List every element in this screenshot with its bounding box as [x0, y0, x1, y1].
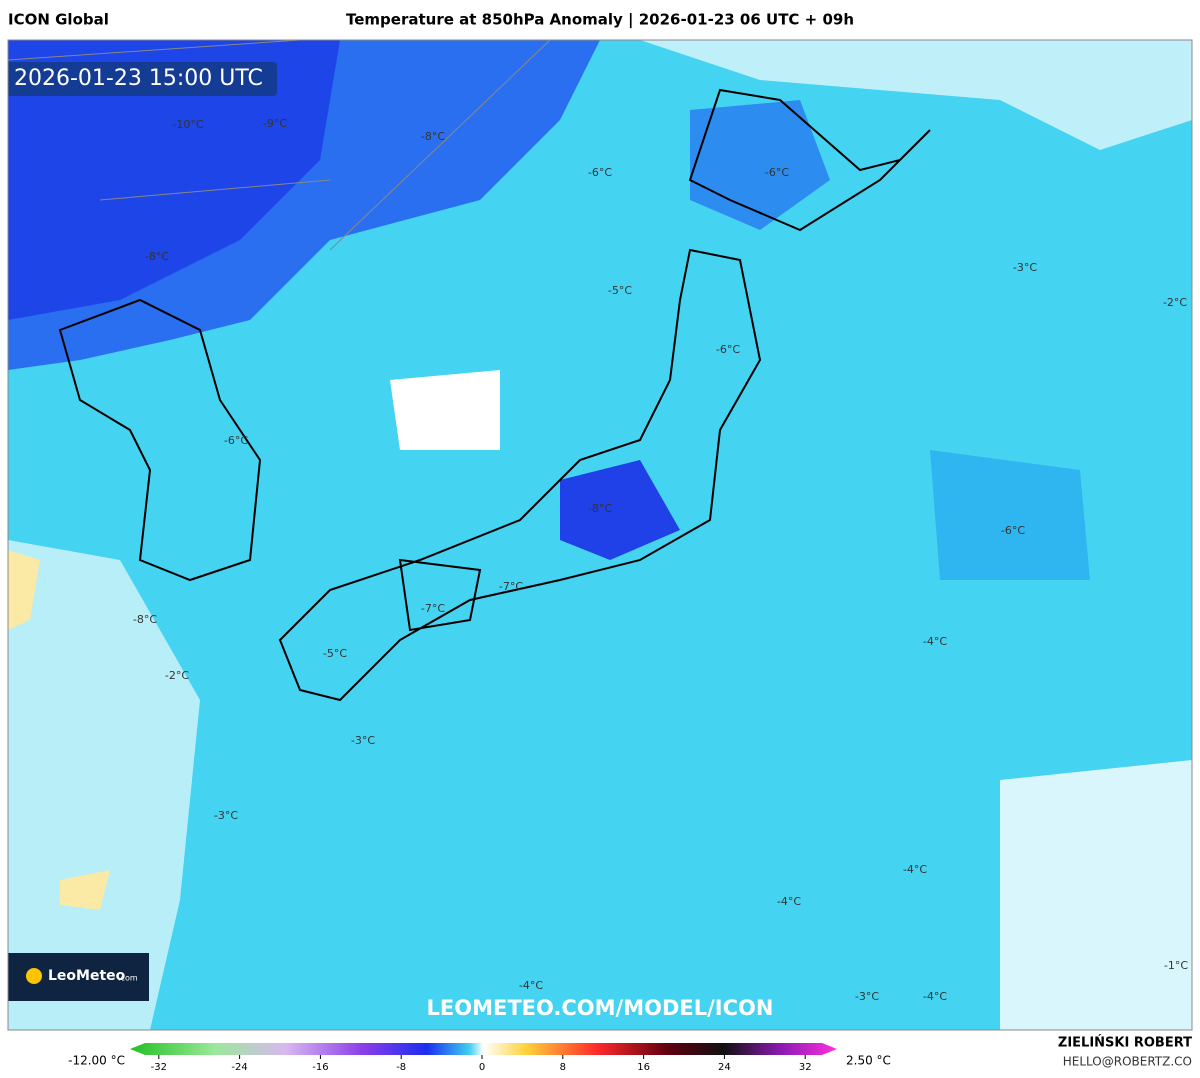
contour-label: -7°C [499, 580, 523, 593]
contour-label: -8°C [145, 250, 169, 263]
contour-label: -3°C [351, 734, 375, 747]
watermark: LEOMETEO.COM/MODEL/ICON [427, 996, 774, 1020]
mild-field [390, 370, 500, 450]
warm-field [8, 550, 110, 910]
contour-label: -9°C [263, 117, 287, 130]
contour-label: -2°C [165, 669, 189, 682]
contour-label: -5°C [323, 647, 347, 660]
contour-label: -6°C [765, 166, 789, 179]
contour-label: -4°C [519, 979, 543, 992]
colorbar-tick-label: 16 [637, 1062, 650, 1073]
logo-suffix: .com [118, 974, 138, 983]
contour-label: -2°C [1163, 296, 1187, 309]
colorbar-tick-label: 32 [799, 1062, 812, 1073]
colorbar-tick-label: -32 [151, 1062, 167, 1073]
contour-labels: -10°C -9°C -8°C -6°C -6°C -8°C -5°C -3°C -2°C -6°… [133, 117, 1188, 1003]
contour-label: -4°C [923, 990, 947, 1003]
cold-core [560, 460, 680, 560]
legend-min: -12.00 °C [68, 1054, 125, 1068]
colorbar-tick-label: -16 [312, 1062, 328, 1073]
contour-label: -1°C [1164, 959, 1188, 972]
border [8, 40, 551, 251]
colorbar-tick-label: -8 [396, 1062, 406, 1073]
contour-label: -5°C [608, 284, 632, 297]
map-frame [7, 39, 1193, 1031]
email: HELLO@ROBERTZ.CO [1063, 1055, 1192, 1069]
contour-label: -8°C [588, 502, 612, 515]
contour-label: -3°C [855, 990, 879, 1003]
contour-label: -6°C [716, 343, 740, 356]
contour-label: -8°C [133, 613, 157, 626]
mild-field [8, 540, 200, 1030]
colorbar-tick-label: 8 [560, 1062, 566, 1073]
contour-label: -4°C [777, 895, 801, 908]
contour-label: -10°C [172, 118, 203, 131]
contour-label: -6°C [224, 434, 248, 447]
logo-sun [26, 968, 42, 984]
legend-max: 2.50 °C [846, 1054, 891, 1068]
cold-core [8, 40, 340, 320]
contour-label: -4°C [903, 863, 927, 876]
colorbar-tick-label: 24 [718, 1062, 731, 1073]
contour-label: -4°C [923, 635, 947, 648]
colorbar-tick-label: -24 [231, 1062, 247, 1073]
author: ZIELIŃSKI ROBERT [1058, 1035, 1192, 1051]
contour-label: -3°C [214, 809, 238, 822]
contour-label: -7°C [421, 602, 445, 615]
cold-field [930, 450, 1090, 580]
colorbar [130, 1043, 837, 1055]
mild-field [640, 40, 1192, 150]
contour-label: -3°C [1013, 261, 1037, 274]
mild-field [1000, 760, 1192, 1030]
valid-time: 2026-01-23 15:00 UTC [14, 66, 263, 91]
map: -10°C -9°C -8°C -6°C -6°C -8°C -5°C -3°C -2°C -6°… [8, 40, 1192, 1030]
contour-label: -6°C [588, 166, 612, 179]
colorbar-tick-label: 0 [479, 1062, 485, 1073]
contour-label: -6°C [1001, 524, 1025, 537]
logo-name: LeoMeteo [48, 968, 126, 984]
contour-label: -8°C [421, 130, 445, 143]
coastline [58, 88, 931, 702]
model-name: ICON Global [8, 11, 109, 29]
time-box [8, 62, 277, 96]
map-title: Temperature at 850hPa Anomaly | 2026-01-… [346, 11, 854, 30]
